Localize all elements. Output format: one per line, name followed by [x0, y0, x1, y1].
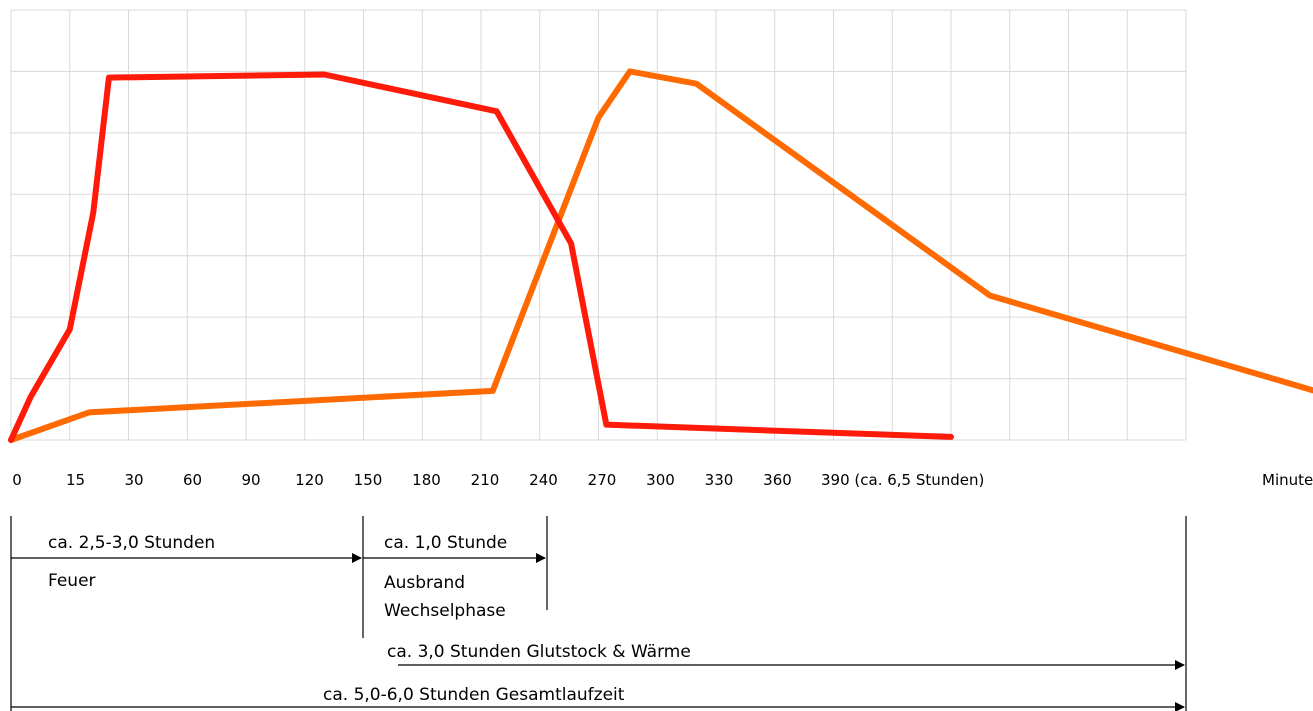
x-tick-label: 0 — [12, 471, 22, 489]
x-tick-label: 90 — [241, 471, 260, 489]
x-tick-label: 240 — [529, 471, 558, 489]
x-tick-label: 180 — [412, 471, 441, 489]
x-tick-label: 210 — [471, 471, 500, 489]
x-tick-label: 330 — [705, 471, 734, 489]
x-tick-label: 300 — [646, 471, 675, 489]
x-axis-label: Minuten — [1262, 471, 1313, 489]
x-tick-label: 30 — [124, 471, 143, 489]
x-tick-label: 360 — [763, 471, 792, 489]
fire-phase-duration: ca. 2,5-3,0 Stunden — [48, 533, 215, 553]
x-tick-label: 60 — [183, 471, 202, 489]
burnout-phase-duration: ca. 1,0 Stunde — [384, 533, 507, 553]
series-line-1 — [8, 71, 954, 443]
x-tick-label: 15 — [66, 471, 85, 489]
series-layer — [8, 68, 1313, 443]
timeline-annotations: ca. 2,5-3,0 Stunden Feuer ca. 1,0 Stunde… — [10, 516, 1187, 711]
series-line-2 — [8, 68, 1313, 443]
ember-phase-text: ca. 3,0 Stunden Glutstock & Wärme — [387, 642, 691, 662]
total-runtime-text: ca. 5,0-6,0 Stunden Gesamtlaufzeit — [323, 685, 625, 705]
x-tick-labels: 0 15 30 60 90 120 150 180 210 240 270 300 330 360 390 … — [12, 471, 984, 489]
x-tick-label: 120 — [295, 471, 324, 489]
x-tick-label: 270 — [588, 471, 617, 489]
fire-phase-label: Feuer — [48, 571, 96, 591]
grid — [10, 9, 1187, 441]
x-tick-label: 150 — [354, 471, 383, 489]
burnout-phase-label-2: Wechselphase — [384, 601, 506, 621]
x-tick-label: 390 (ca. 6,5 Stunden) — [821, 471, 984, 489]
burnout-phase-label-1: Ausbrand — [384, 573, 465, 593]
